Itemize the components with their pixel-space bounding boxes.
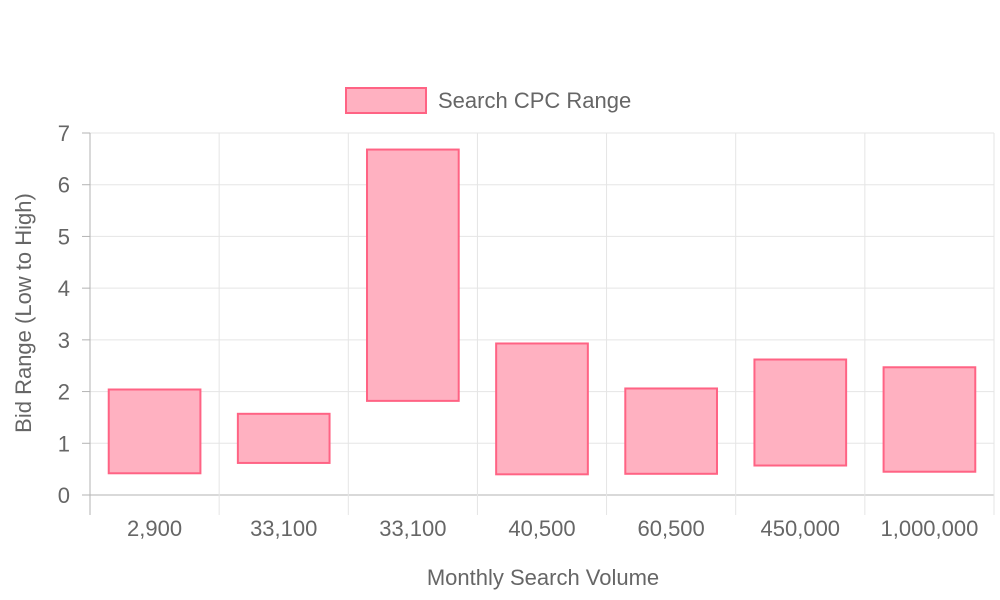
x-tick-label: 450,000: [761, 516, 841, 541]
legend[interactable]: Search CPC Range: [345, 87, 631, 114]
y-tick-label: 6: [58, 173, 70, 198]
x-tick-label: 2,900: [127, 516, 182, 541]
x-tick-label: 40,500: [508, 516, 575, 541]
y-tick-label: 3: [58, 328, 70, 353]
x-tick-label: 33,100: [250, 516, 317, 541]
legend-swatch[interactable]: [345, 87, 427, 114]
bar-3[interactable]: [366, 148, 460, 402]
y-axis-title: Bid Range (Low to High): [11, 193, 36, 433]
y-tick-label: 4: [58, 276, 70, 301]
bars-group: [107, 148, 977, 476]
y-tick-label: 1: [58, 431, 70, 456]
legend-label[interactable]: Search CPC Range: [438, 88, 631, 113]
y-tick-label: 5: [58, 224, 70, 249]
x-tick-label: 60,500: [637, 516, 704, 541]
y-tick-label: 2: [58, 380, 70, 405]
y-tick-label: 7: [58, 121, 70, 146]
bar-7[interactable]: [882, 366, 977, 473]
bar-1[interactable]: [107, 388, 202, 475]
x-tick-label: 1,000,000: [880, 516, 978, 541]
x-axis-ticks: 2,900 33,100 33,100 40,500 60,500 450,000 1,00…: [127, 516, 978, 541]
y-axis-ticks: 0 1 2 3 4 5 6 7: [58, 121, 70, 508]
y-tick-label: 0: [58, 483, 70, 508]
bar-5[interactable]: [624, 387, 718, 475]
x-tick-label: 33,100: [379, 516, 446, 541]
bar-2[interactable]: [236, 412, 331, 464]
bar-4[interactable]: [495, 342, 589, 476]
x-axis-title: Monthly Search Volume: [427, 565, 659, 590]
bar-6[interactable]: [753, 358, 848, 467]
